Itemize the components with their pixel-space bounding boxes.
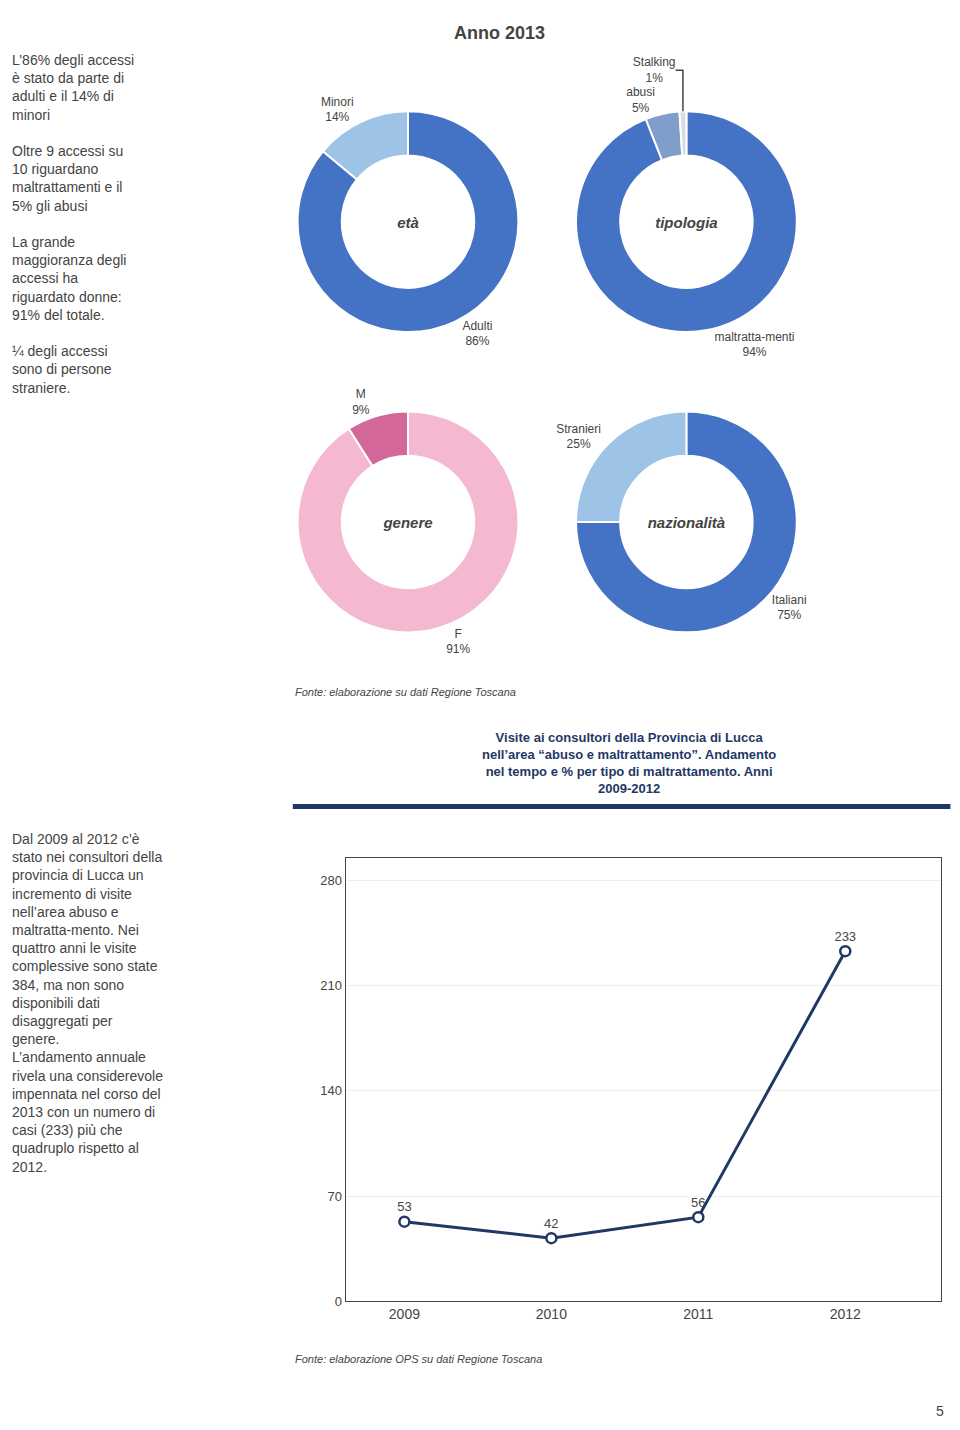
svg-text:233: 233 <box>834 929 856 944</box>
svg-text:53: 53 <box>397 1199 411 1214</box>
svg-text:Fonte: elaborazione OPS su dat: Fonte: elaborazione OPS su dati Regione … <box>295 1353 542 1365</box>
svg-text:Italiani75%: Italiani75% <box>772 593 807 623</box>
svg-text:nazionalità: nazionalità <box>648 514 726 531</box>
svg-text:Stranieri25%: Stranieri25% <box>556 422 601 452</box>
svg-text:Anno 2013: Anno 2013 <box>454 23 545 43</box>
svg-text:2011: 2011 <box>683 1306 713 1322</box>
svg-text:5: 5 <box>936 1403 944 1419</box>
svg-text:Fonte: elaborazione su dati Re: Fonte: elaborazione su dati Regione Tosc… <box>295 686 516 698</box>
svg-text:56: 56 <box>691 1195 705 1210</box>
svg-text:F91%: F91% <box>446 627 470 657</box>
svg-text:Visite ai consultori della Pro: Visite ai consultori della Provincia di … <box>482 730 776 796</box>
svg-text:2012: 2012 <box>830 1306 861 1322</box>
svg-text:Minori14%: Minori14% <box>321 95 354 125</box>
svg-text:Dal 2009 al 2012 c’èstato nei: Dal 2009 al 2012 c’èstato nei consultori… <box>12 831 163 1175</box>
svg-text:210: 210 <box>320 978 342 993</box>
svg-text:età: età <box>397 214 419 231</box>
svg-text:tipologia: tipologia <box>655 214 718 231</box>
svg-text:maltratta-menti94%: maltratta-menti94% <box>714 330 794 360</box>
svg-text:42: 42 <box>544 1216 558 1231</box>
svg-text:Stalking1%: Stalking1% <box>633 55 676 85</box>
svg-text:Adulti86%: Adulti86% <box>462 319 492 349</box>
svg-text:M9%: M9% <box>352 387 370 417</box>
svg-text:140: 140 <box>320 1083 342 1098</box>
svg-text:abusi5%: abusi5% <box>626 85 655 115</box>
svg-text:2010: 2010 <box>536 1306 567 1322</box>
svg-text:L’86% degli accessiè stato da: L’86% degli accessiè stato da parte diad… <box>12 52 134 396</box>
svg-text:2009: 2009 <box>389 1306 420 1322</box>
svg-text:0: 0 <box>335 1294 342 1309</box>
svg-text:70: 70 <box>328 1189 342 1204</box>
svg-text:280: 280 <box>320 873 342 888</box>
svg-text:genere: genere <box>382 514 432 531</box>
